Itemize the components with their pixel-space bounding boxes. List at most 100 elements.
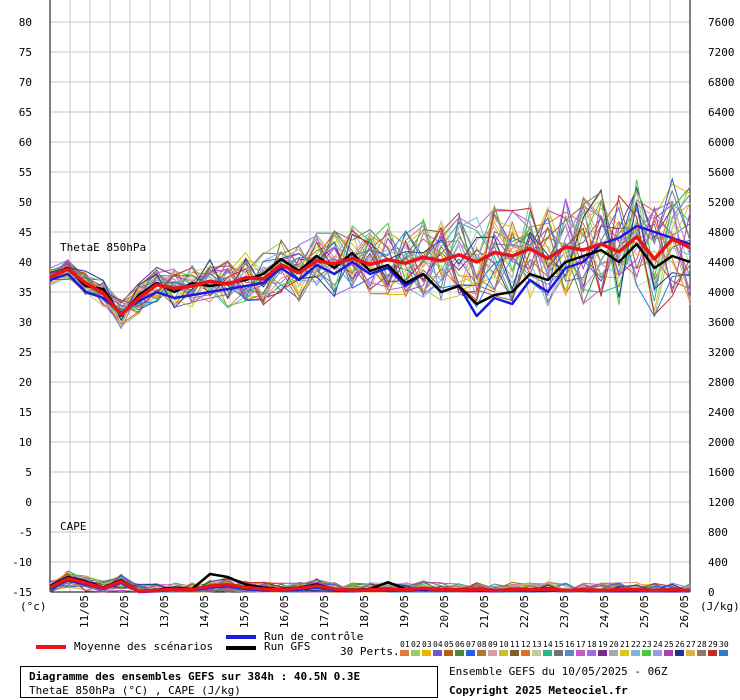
- right-tick-label: 2800: [708, 376, 735, 389]
- x-date-label: 11/05: [78, 595, 91, 628]
- left-tick-label: -15: [12, 586, 32, 599]
- perturbation-number: 12: [521, 640, 531, 649]
- perturbation-swatch: [455, 650, 464, 656]
- right-tick-label: 0: [708, 586, 715, 599]
- perturbation-swatch: [609, 650, 618, 656]
- right-tick-label: 3600: [708, 316, 735, 329]
- perturbation-number: 02: [411, 640, 421, 649]
- perturbation-number: 18: [587, 640, 597, 649]
- right-tick-label: 4400: [708, 256, 735, 269]
- perturbation-swatch: [466, 650, 475, 656]
- right-tick-label: 800: [708, 526, 728, 539]
- x-date-label: 21/05: [478, 595, 491, 628]
- perturbation-number: 24: [653, 640, 663, 649]
- x-date-label: 24/05: [598, 595, 611, 628]
- x-date-label: 22/05: [518, 595, 531, 628]
- right-tick-label: 7200: [708, 46, 735, 59]
- perturbation-number: 08: [477, 640, 487, 649]
- thetae-perturbation-line: [49, 207, 691, 326]
- right-tick-label: 400: [708, 556, 728, 569]
- left-tick-label: 50: [19, 196, 32, 209]
- right-tick-label: 2000: [708, 436, 735, 449]
- perturbation-swatch: [411, 650, 420, 656]
- perturbation-number: 01: [400, 640, 410, 649]
- legend-mean-label: Moyenne des scénarios: [74, 640, 214, 653]
- perturbation-swatch: [565, 650, 574, 656]
- left-tick-label: 0: [25, 496, 32, 509]
- x-date-label: 19/05: [398, 595, 411, 628]
- perturbation-number: 13: [532, 640, 542, 649]
- perturbation-number: 07: [466, 640, 476, 649]
- right-tick-label: 4800: [708, 226, 735, 239]
- perturbation-swatch: [510, 650, 519, 656]
- perturbation-swatch: [642, 650, 651, 656]
- perturbation-number: 30: [719, 640, 729, 649]
- left-tick-label: -10: [12, 556, 32, 569]
- perturbation-number: 16: [565, 640, 575, 649]
- x-date-label: 18/05: [358, 595, 371, 628]
- thetae-annotation: ThetaE 850hPa: [60, 241, 146, 254]
- thetae-perturbation-line: [49, 206, 691, 318]
- x-date-label: 12/05: [118, 595, 131, 628]
- run-info: Ensemble GEFS du 10/05/2025 - 06Z: [449, 665, 668, 678]
- perturbation-number: 09: [488, 640, 498, 649]
- perturbation-swatch: [444, 650, 453, 656]
- left-tick-label: 5: [25, 466, 32, 479]
- thetae-perturbation-line: [49, 198, 691, 317]
- perturbation-swatch: [521, 650, 530, 656]
- perturbation-number: 10: [499, 640, 509, 649]
- right-unit-label: (J/kg): [700, 600, 740, 613]
- info-box: Diagramme des ensembles GEFS sur 384h : …: [20, 666, 438, 698]
- perturbation-number: 04: [433, 640, 443, 649]
- cape-annotation: CAPE: [60, 520, 87, 533]
- right-tick-label: 6800: [708, 76, 735, 89]
- left-tick-label: 60: [19, 136, 32, 149]
- perturbation-number: 11: [510, 640, 520, 649]
- right-tick-label: 5200: [708, 196, 735, 209]
- x-date-label: 16/05: [278, 595, 291, 628]
- left-tick-label: 55: [19, 166, 32, 179]
- left-tick-label: 70: [19, 76, 32, 89]
- perturbation-number: 03: [422, 640, 432, 649]
- legend-gfs-label: Run GFS: [264, 640, 311, 653]
- thetae-perturbation-line: [49, 202, 691, 308]
- perturbation-swatch: [488, 650, 497, 656]
- thetae-perturbation-line: [49, 188, 691, 322]
- legend-control-swatch: [226, 635, 256, 639]
- info-subtitle: ThetaE 850hPa (°C) , CAPE (J/kg): [29, 684, 241, 697]
- left-tick-label: 10: [19, 436, 32, 449]
- perturbation-swatch: [400, 650, 409, 656]
- perturbation-swatch: [653, 650, 662, 656]
- legend-mean-swatch: [36, 645, 66, 649]
- perturbation-number: 29: [708, 640, 718, 649]
- left-tick-label: 20: [19, 376, 32, 389]
- left-tick-label: 35: [19, 286, 32, 299]
- legend-gfs-swatch: [226, 646, 256, 650]
- perturbation-swatch: [477, 650, 486, 656]
- x-date-label: 25/05: [638, 595, 651, 628]
- perturbation-number: 23: [642, 640, 652, 649]
- left-tick-label: 75: [19, 46, 32, 59]
- thetae-perturbation-line: [49, 200, 691, 313]
- thetae-perturbation-line: [49, 194, 691, 315]
- right-tick-label: 5600: [708, 166, 735, 179]
- perturbation-swatch: [620, 650, 629, 656]
- perturbation-swatch: [543, 650, 552, 656]
- perturbation-swatch: [598, 650, 607, 656]
- thetae-perturbation-line: [49, 204, 691, 303]
- right-tick-label: 6400: [708, 106, 735, 119]
- thetae-control-line: [49, 224, 691, 318]
- x-date-label: 20/05: [438, 595, 451, 628]
- x-date-label: 14/05: [198, 595, 211, 628]
- x-date-label: 15/05: [238, 595, 251, 628]
- legend-control-label: Run de contrôle: [264, 630, 364, 643]
- perturbation-swatch: [686, 650, 695, 656]
- perturbation-swatch: [664, 650, 673, 656]
- perturbation-number: 19: [598, 640, 608, 649]
- perturbation-swatch: [554, 650, 563, 656]
- right-tick-label: 6000: [708, 136, 735, 149]
- left-tick-label: -5: [19, 526, 32, 539]
- info-title: Diagramme des ensembles GEFS sur 384h : …: [29, 670, 361, 683]
- perturbation-swatch: [532, 650, 541, 656]
- x-date-label: 23/05: [558, 595, 571, 628]
